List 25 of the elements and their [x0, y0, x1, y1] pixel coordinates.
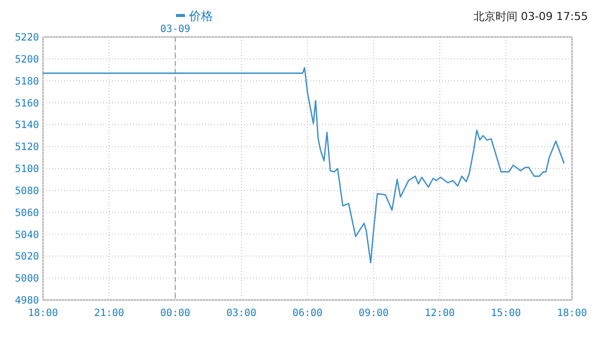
x-tick-label: 09:00 [358, 308, 389, 319]
x-tick-label: 18:00 [28, 308, 58, 319]
y-tick-label: 5000 [14, 274, 39, 285]
x-tick-label: 03:00 [226, 308, 256, 319]
x-tick-label: 15:00 [490, 308, 521, 319]
y-tick-label: 5140 [14, 120, 39, 132]
x-tick-label: 12:00 [424, 308, 455, 319]
x-tick-label: 21:00 [94, 308, 124, 319]
y-tick-label: 5040 [14, 230, 39, 241]
x-tick-label: 00:00 [160, 308, 190, 319]
y-tick-label: 5080 [14, 186, 39, 197]
x-tick-label: 06:00 [292, 308, 323, 319]
y-tick-label: 5060 [14, 208, 39, 219]
x-tick-label: 18:00 [556, 308, 588, 319]
y-tick-label: 5180 [14, 76, 39, 88]
ref-line-label: 03-09 [160, 24, 190, 35]
y-tick-label: 5200 [14, 54, 39, 66]
text: 北京时间 03-09 17:55 [473, 10, 588, 23]
y-tick-label: 5220 [14, 32, 39, 44]
y-tick-label: 4980 [14, 296, 39, 306]
y-tick-label: 5120 [14, 142, 39, 154]
legend-label: 价格 [188, 9, 213, 24]
y-tick-label: 5020 [14, 252, 39, 263]
y-tick-label: 5160 [14, 98, 39, 110]
y-tick-label: 5100 [14, 164, 39, 175]
